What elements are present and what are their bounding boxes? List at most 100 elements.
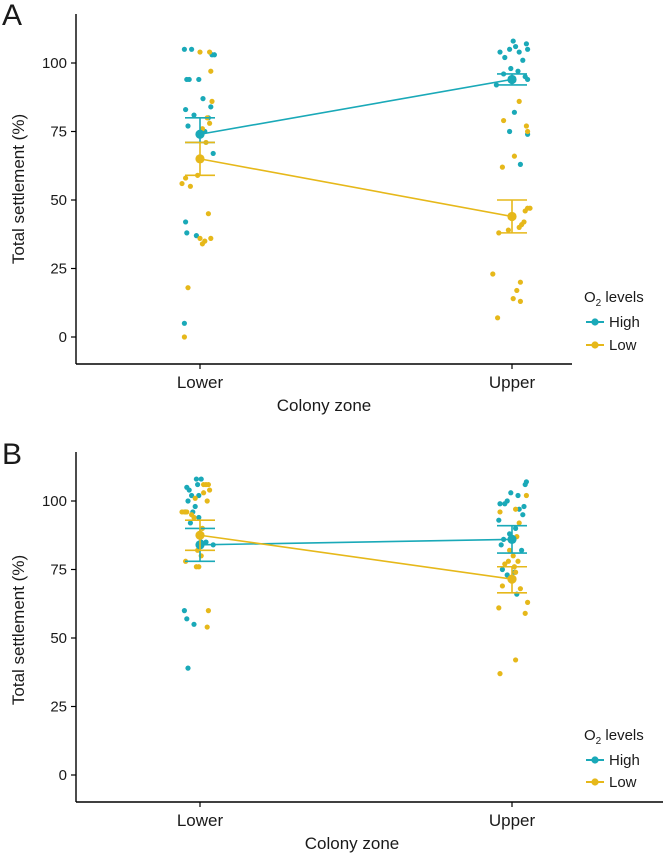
mean-line-low: [199, 534, 513, 580]
data-point-low: [525, 128, 531, 135]
plot-area-a: 0 25 50 75 100 Lower Upper: [42, 14, 572, 392]
data-point-low: [514, 287, 520, 294]
data-point-high: [523, 41, 530, 47]
data-point-low: [513, 657, 519, 663]
data-point-high: [519, 547, 525, 553]
data-point-high: [203, 539, 209, 545]
data-point-high: [517, 161, 524, 167]
data-point-low: [527, 205, 533, 211]
data-point-low: [209, 98, 215, 104]
y-tick-label: 100: [42, 55, 67, 72]
data-point-low: [207, 49, 213, 55]
y-tick-label: 75: [50, 562, 67, 579]
data-point-high: [520, 57, 526, 63]
mean-line-low: [199, 158, 513, 218]
data-point-high: [185, 665, 191, 671]
data-point-high: [191, 112, 197, 118]
data-point-low: [513, 569, 519, 575]
data-point-low: [490, 271, 496, 277]
data-point-high: [185, 123, 191, 129]
data-point-high: [186, 487, 192, 493]
data-point-high: [507, 128, 513, 135]
mean-point-high: [195, 129, 205, 139]
data-point-low: [201, 490, 207, 496]
x-tick-label-lower: Lower: [177, 811, 224, 830]
legend-swatch-dot: [591, 341, 599, 349]
data-point-high: [192, 503, 198, 510]
mean-line-high: [199, 538, 513, 546]
legend-title: O2 levels: [584, 289, 644, 309]
legend-label-low: Low: [609, 774, 637, 791]
data-point-low: [510, 553, 516, 559]
data-point-high: [522, 481, 528, 488]
data-point-low: [496, 605, 502, 611]
panel-b: B 0 25 50 75 100 Lower Upper Colony zone Tota…: [2, 438, 663, 853]
x-ticks-a: Lower Upper: [177, 364, 536, 392]
data-point-high: [493, 82, 499, 88]
y-ticks-b: 0 25 50 75 100: [42, 493, 76, 784]
x-ticks-b: Lower Upper: [177, 802, 536, 830]
data-point-low: [515, 558, 521, 564]
y-tick-label: 0: [59, 329, 67, 346]
data-point-high: [186, 76, 192, 83]
data-point-low: [502, 561, 508, 567]
data-point-low: [523, 492, 530, 499]
data-point-high: [525, 76, 531, 83]
data-point-low: [181, 334, 187, 340]
data-point-low: [208, 68, 214, 74]
data-point-low: [516, 224, 522, 230]
mean-point-high: [507, 534, 517, 544]
data-point-high: [525, 46, 531, 52]
data-point-high: [510, 38, 516, 44]
y-axis-title: Total settlement (%): [9, 114, 28, 264]
data-point-low: [191, 514, 197, 521]
data-point-low: [204, 498, 210, 504]
y-tick-label: 75: [50, 124, 67, 141]
mean-point-low: [195, 154, 205, 164]
data-point-high: [198, 476, 204, 482]
data-point-low: [208, 235, 214, 241]
data-point-high: [184, 230, 190, 236]
data-point-low: [499, 583, 505, 589]
data-point-high: [513, 43, 519, 50]
y-ticks-a: 0 25 50 75 100: [42, 55, 76, 346]
y-tick-label: 0: [59, 767, 67, 784]
data-point-high: [502, 54, 508, 61]
data-point-high: [196, 76, 202, 83]
mean-point-low: [195, 530, 205, 540]
data-point-high: [185, 498, 191, 504]
data-point-high: [516, 506, 522, 512]
data-point-high: [181, 46, 187, 52]
data-point-low: [501, 117, 507, 124]
data-point-high: [191, 621, 197, 627]
data-point-high: [508, 490, 514, 496]
data-point-high: [196, 514, 202, 521]
x-tick-label-lower: Lower: [177, 373, 224, 392]
y-tick-label: 50: [50, 192, 67, 209]
data-point-high: [187, 520, 193, 526]
data-point-high: [515, 68, 521, 74]
data-point-low: [523, 123, 530, 129]
x-axis-title: Colony zone: [305, 834, 400, 853]
data-point-low: [513, 506, 519, 512]
data-point-high: [502, 501, 508, 507]
x-tick-label-upper: Upper: [489, 811, 536, 830]
legend-item-low: Low: [586, 774, 637, 791]
data-point-low: [179, 180, 185, 187]
data-point-high: [193, 233, 199, 239]
panel-a: A 0 25 50 75 100 Lower Upper Colony zone Tota…: [2, 0, 644, 415]
x-axis-title: Colony zone: [277, 396, 372, 415]
legend-item-low: Low: [586, 337, 637, 354]
legend-label-high: High: [609, 752, 640, 769]
data-point-low: [207, 120, 213, 126]
data-point-high: [195, 481, 201, 488]
data-point-low: [184, 509, 190, 515]
legend-title: O2 levels: [584, 727, 644, 747]
data-point-high: [183, 106, 189, 113]
x-tick-label-upper: Upper: [489, 373, 536, 392]
data-point-low: [197, 49, 203, 55]
data-point-high: [508, 65, 514, 72]
panel-label-a: A: [2, 0, 22, 32]
data-point-low: [507, 547, 513, 553]
